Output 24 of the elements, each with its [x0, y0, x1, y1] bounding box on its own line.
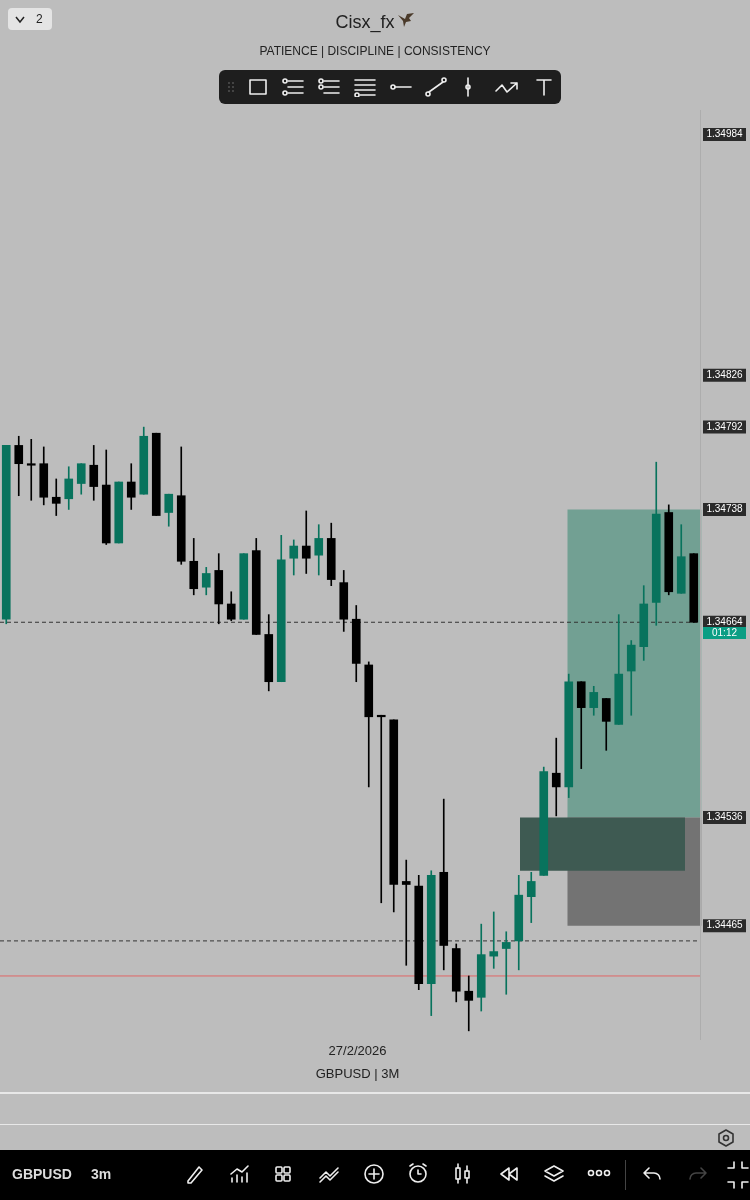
candlestick [301, 510, 311, 574]
text: 01:12 [703, 627, 746, 639]
chart-title: Cisx_fx [335, 12, 395, 32]
chart-subtitle: PATIENCE | DISCIPLINE | CONSISTENCY [258, 44, 492, 58]
text: 3m [91, 1166, 112, 1182]
candlestick [26, 438, 36, 501]
y-tick-label: 1.34792 [706, 420, 744, 432]
text: GBPUSD | 3M [314, 1066, 401, 1081]
text: 2 [36, 11, 43, 28]
candlestick [376, 714, 386, 904]
candlestick [489, 911, 499, 969]
candlestick [401, 859, 411, 966]
candlestick [464, 975, 474, 1032]
y-tick-label: 1.34738 [706, 503, 744, 515]
y-tick-label: 1.34536 [706, 811, 744, 823]
y-tick-label: 1.34465 [706, 919, 744, 931]
text: 27/2/2026 [327, 1043, 388, 1058]
y-tick-label: 1.34984 [706, 128, 744, 140]
candlestick [551, 737, 561, 817]
y-tick-label: 1.34826 [706, 369, 744, 381]
text: GBPUSD [12, 1166, 72, 1182]
candlestick [501, 931, 511, 995]
y-tick-label: 1.34664 [706, 616, 744, 628]
candlestick [51, 478, 61, 516]
